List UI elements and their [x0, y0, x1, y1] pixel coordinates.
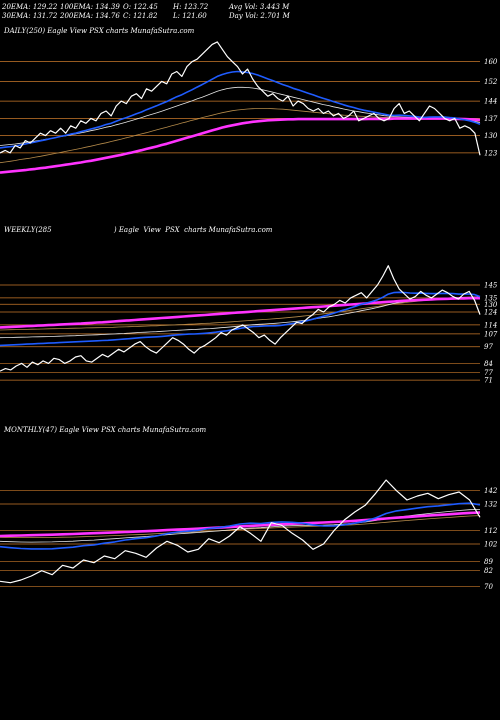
- header-ema200: 200EMA: 134.76: [60, 12, 120, 20]
- daily-panel-title: DAILY(250) Eagle View PSX charts MunafaS…: [4, 27, 195, 35]
- weekly-y-tick-label: 107: [484, 330, 498, 338]
- weekly-panel-title: WEEKLY(285 ) Eagle View PSX charts Munaf…: [4, 226, 273, 234]
- header-avgvol: Avg Vol: 3.443 M: [229, 3, 290, 11]
- weekly-y-tick-label: 114: [484, 321, 497, 329]
- monthly-y-tick-label: 70: [484, 583, 493, 591]
- daily-y-tick-label: 137: [484, 115, 498, 123]
- weekly-y-tick-label: 84: [484, 360, 493, 368]
- monthly-y-tick-label: 132: [484, 501, 498, 509]
- monthly-y-tick-label: 82: [484, 567, 493, 575]
- weekly-y-tick-label: 145: [484, 282, 498, 290]
- weekly-y-tick-label: 124: [484, 309, 497, 317]
- monthly-panel-title: MONTHLY(47) Eagle View PSX charts Munafa…: [4, 426, 207, 434]
- daily-y-tick-label: 130: [484, 132, 498, 140]
- monthly-ma-tan-line: [0, 515, 481, 538]
- daily-ema-fast-line: [0, 70, 481, 149]
- daily-price-line: [0, 41, 481, 156]
- monthly-ema-fast-line: [0, 502, 481, 550]
- weekly-ma-light-line: [0, 296, 480, 339]
- weekly-y-tick-label: 130: [484, 301, 498, 309]
- header-ema100: 100EMA: 134.39: [60, 3, 120, 11]
- weekly-ema-long-line: [0, 296, 480, 329]
- header-low: L: 121.60: [173, 12, 207, 20]
- weekly-price-line: [0, 265, 481, 372]
- monthly-y-tick-label: 142: [484, 487, 498, 495]
- weekly-y-tick-label: 77: [484, 369, 493, 377]
- weekly-ma-tan-line: [0, 297, 481, 331]
- weekly-y-tick-label: 71: [484, 377, 493, 385]
- weekly-ema-fast-line: [0, 291, 481, 347]
- monthly-y-tick-label: 89: [484, 558, 493, 566]
- header-ema20: 20EMA: 129.22: [2, 3, 58, 11]
- weekly-y-tick-label: 135: [484, 294, 498, 302]
- monthly-price-line: [0, 479, 481, 584]
- daily-y-tick-label: 123: [484, 149, 498, 157]
- daily-ma-light-line: [0, 86, 481, 146]
- monthly-y-tick-label: 112: [484, 527, 498, 535]
- weekly-y-tick-label: 97: [484, 343, 493, 351]
- daily-y-tick-label: 152: [484, 78, 498, 86]
- monthly-y-tick-label: 102: [484, 541, 498, 549]
- header-open: O: 122.45: [123, 3, 158, 11]
- header-dayvol: Day Vol: 2.701 M: [229, 12, 290, 20]
- daily-ema-long-line: [0, 117, 481, 174]
- header-high: H: 123.72: [173, 3, 209, 11]
- daily-y-tick-label: 144: [484, 98, 497, 106]
- daily-panel: 160 152 144 137 130 123: [0, 41, 498, 174]
- header-close: C: 121.82: [123, 12, 158, 20]
- daily-y-tick-label: 160: [484, 58, 498, 66]
- header-ema30: 30EMA: 131.72: [2, 12, 58, 20]
